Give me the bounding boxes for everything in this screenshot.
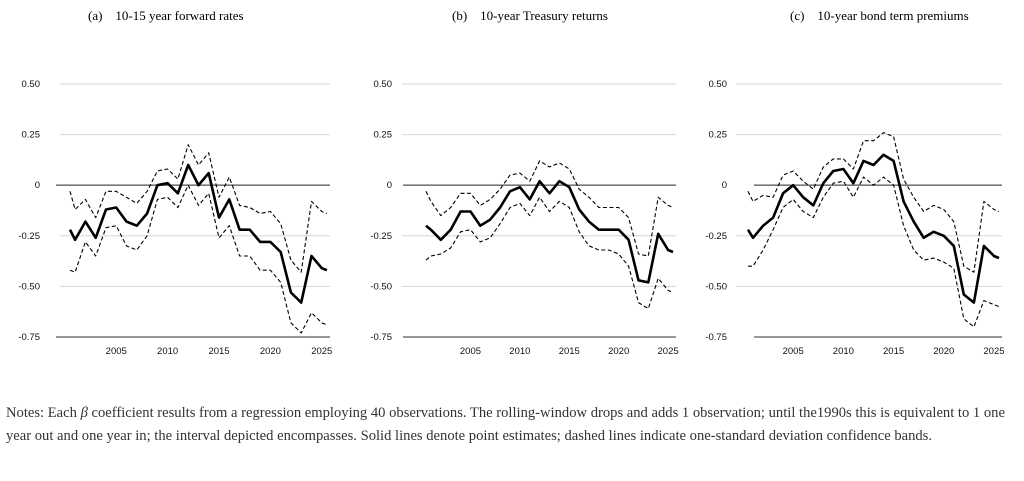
series-line-point-estimate xyxy=(425,179,674,284)
chart-title: (c) 10-year bond term premiums xyxy=(790,8,969,23)
notes-paragraph: Notes: Each β coefficient results from a… xyxy=(6,402,1018,447)
notes-prefix: Notes: Each xyxy=(6,405,81,421)
beta-symbol: β xyxy=(80,405,88,421)
y-tick-label: -0.50 xyxy=(18,281,40,292)
y-tick-label: 0.25 xyxy=(374,130,393,141)
chart-plot: 0.50 0.25 0 -0.25 -0.50 -0.75 2005 2010 2015 2020… xyxy=(705,79,1004,357)
x-tick-label: 2010 xyxy=(157,346,178,357)
x-tick-label: 2015 xyxy=(208,346,229,357)
y-tick-label: 0 xyxy=(722,180,727,191)
series-line-band-lower xyxy=(69,184,328,334)
y-tick-label: -0.25 xyxy=(705,231,727,242)
series-line-band-lower xyxy=(748,176,1000,328)
series-line-band-upper xyxy=(425,160,674,257)
x-tick-label: 2005 xyxy=(106,346,127,357)
y-tick-label: -0.25 xyxy=(18,231,40,242)
x-tick-label: 2020 xyxy=(933,346,954,357)
chart-panel-forward-rates: (a) 10-15 year forward rates 0.50 0.25 0 -0… xyxy=(0,0,340,370)
y-tick-label: -0.50 xyxy=(370,281,392,292)
y-tick-label: 0.25 xyxy=(22,130,41,141)
y-tick-label: 0.50 xyxy=(709,79,728,90)
series-line-band-upper xyxy=(69,144,328,273)
y-tick-label: -0.75 xyxy=(705,332,727,343)
x-tick-label: 2015 xyxy=(559,346,580,357)
chart-panel-term-premiums: (c) 10-year bond term premiums 0.50 0.25 0… xyxy=(682,0,1022,370)
y-tick-label: 0 xyxy=(35,180,40,191)
series-line-point-estimate xyxy=(68,163,328,304)
x-tick-label: 2005 xyxy=(783,346,804,357)
x-tick-label: 2010 xyxy=(833,346,854,357)
series-line-band-lower xyxy=(425,196,674,310)
chart-title: (a) 10-15 year forward rates xyxy=(88,8,244,23)
chart-plot: 0.50 0.25 0 -0.25 -0.50 -0.75 2005 2010 2015 2020… xyxy=(370,79,679,357)
x-tick-label: 2020 xyxy=(608,346,629,357)
chart-title: (b) 10-year Treasury returns xyxy=(452,8,608,23)
series-line-point-estimate xyxy=(746,153,1000,304)
x-tick-label: 2025 xyxy=(983,346,1004,357)
chart-plot: 0.50 0.25 0 -0.25 -0.50 -0.75 2005 2010 2015 2020… xyxy=(18,79,332,357)
y-tick-label: 0.50 xyxy=(374,79,393,90)
y-tick-label: 0.50 xyxy=(22,79,41,90)
y-tick-label: 0 xyxy=(387,180,392,191)
y-tick-label: 0.25 xyxy=(709,130,728,141)
x-tick-label: 2025 xyxy=(658,346,679,357)
series-line-band-upper xyxy=(747,132,1000,273)
x-tick-label: 2015 xyxy=(883,346,904,357)
notes-text: coefficient results from a regression em… xyxy=(6,405,1005,444)
chart-panel-treasury-returns: (b) 10-year Treasury returns 0.50 0.25 0 -0… xyxy=(350,0,690,370)
y-tick-label: -0.75 xyxy=(18,332,40,343)
y-tick-label: -0.75 xyxy=(370,332,392,343)
y-tick-label: -0.25 xyxy=(370,231,392,242)
y-tick-label: -0.50 xyxy=(705,281,727,292)
x-tick-label: 2005 xyxy=(460,346,481,357)
x-tick-label: 2010 xyxy=(509,346,530,357)
x-tick-label: 2025 xyxy=(311,346,332,357)
x-tick-label: 2020 xyxy=(260,346,281,357)
